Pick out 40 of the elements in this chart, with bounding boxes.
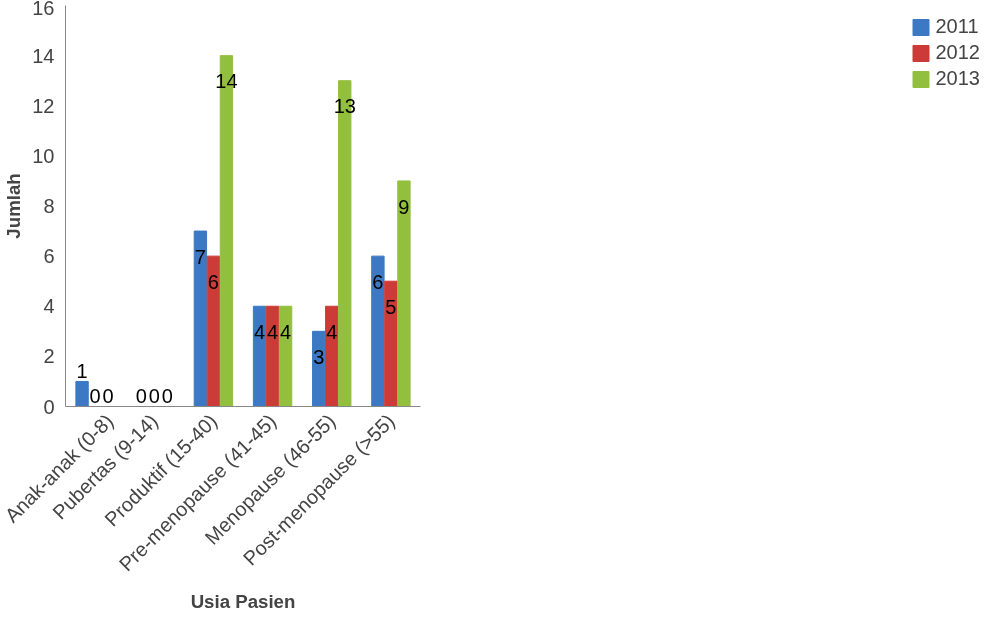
y-tick-label: 4	[43, 295, 55, 318]
y-tick-label: 2	[43, 345, 55, 368]
bar	[278, 305, 293, 407]
data-label: 0	[135, 384, 147, 407]
bar	[206, 255, 221, 407]
y-tick-label: 14	[32, 44, 55, 67]
bar	[325, 305, 339, 407]
y-tick-label: 8	[43, 195, 55, 217]
legend-label: 2012	[935, 41, 980, 64]
legend-label: 2013	[935, 67, 980, 90]
y-tick-label: 12	[32, 94, 55, 117]
data-label: 0	[102, 384, 114, 407]
y-axis-title: Jumlah	[3, 173, 25, 239]
y-tick-label: 0	[43, 395, 55, 418]
bar	[397, 180, 411, 407]
bar	[193, 230, 208, 407]
bar	[384, 280, 398, 407]
data-label: 0	[161, 384, 173, 407]
y-tick-label: 16	[32, 0, 55, 19]
y-tick-label: 10	[32, 144, 55, 167]
y-tick-label: 6	[43, 245, 55, 268]
data-label: 4	[254, 320, 266, 343]
data-label: 6	[372, 270, 384, 293]
x-axis-title: Usia Pasien	[190, 591, 296, 613]
data-label: 1	[76, 359, 88, 382]
legend-label: 2011	[935, 15, 979, 38]
data-label: 0	[89, 384, 101, 407]
data-label: 9	[398, 195, 410, 218]
data-label: 4	[280, 320, 292, 343]
data-label: 3	[313, 345, 325, 368]
bar	[75, 380, 89, 407]
data-label: 5	[385, 295, 397, 318]
data-label: 0	[148, 384, 160, 407]
bar	[265, 305, 280, 407]
data-label: 4	[267, 320, 279, 343]
data-label: 7	[194, 245, 206, 268]
data-label: 6	[207, 270, 219, 293]
bar	[252, 305, 267, 407]
bar	[371, 255, 385, 407]
data-label: 4	[326, 320, 338, 343]
